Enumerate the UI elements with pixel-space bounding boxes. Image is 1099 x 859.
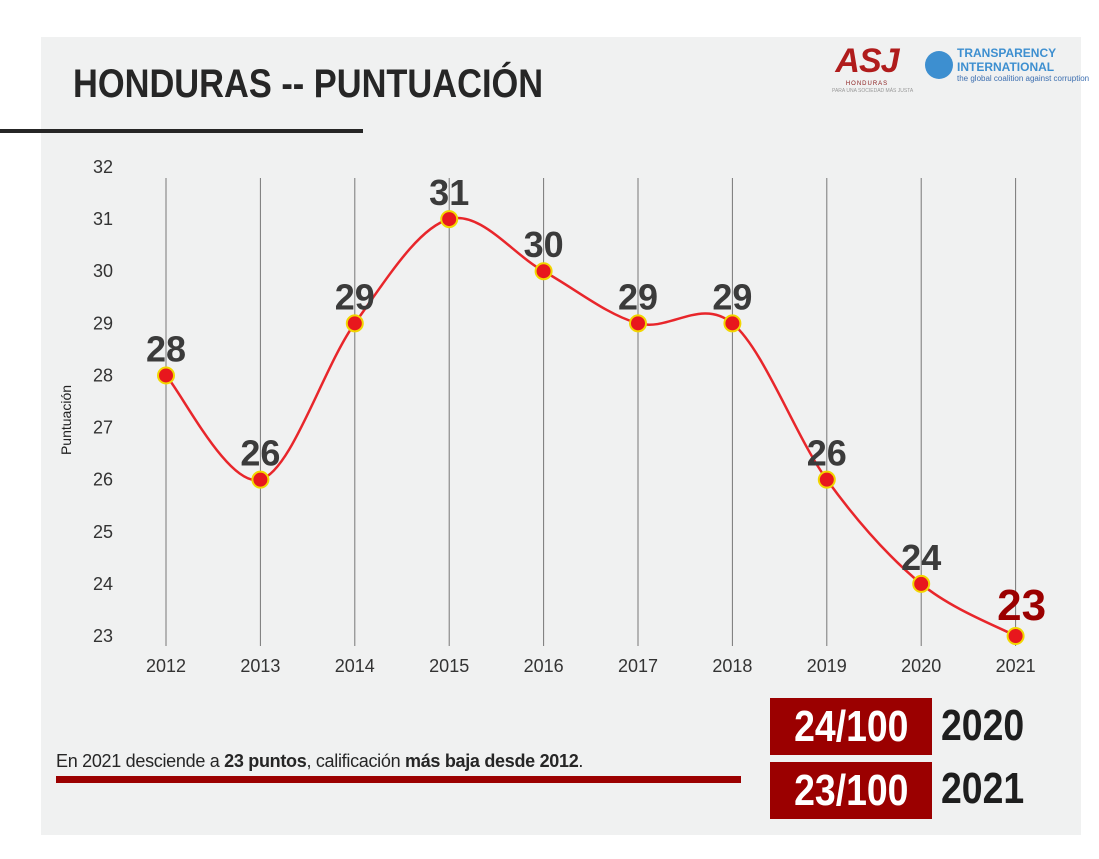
- y-axis-label: Puntuación: [58, 385, 74, 455]
- ti-line1: TRANSPARENCY: [957, 46, 1057, 60]
- data-point: [817, 470, 836, 489]
- data-label: 30: [524, 224, 564, 265]
- data-label: 26: [240, 433, 280, 474]
- asj-logo: ASJ HONDURAS PARA UNA SOCIEDAD MÁS JUSTA: [832, 42, 914, 95]
- series-line: [165, 216, 1017, 638]
- y-tick-label: 29: [93, 313, 113, 333]
- score-year-2021: 2021: [941, 764, 1025, 813]
- y-tick-label: 26: [93, 470, 113, 490]
- data-label: 29: [335, 276, 375, 317]
- score-2021: 23/100: [793, 765, 909, 815]
- caption-text-3: .: [578, 751, 584, 771]
- data-point: [534, 262, 553, 281]
- asj-logo-tagline: PARA UNA SOCIEDAD MÁS JUSTA: [832, 88, 914, 94]
- x-tick-label: 2015: [429, 656, 469, 676]
- score-year-2020: 2020: [941, 701, 1025, 750]
- caption-bold-2: más baja desde 2012: [405, 751, 579, 771]
- data-label: 28: [146, 328, 186, 369]
- page-title: HONDURAS -- PUNTUACIÓN: [73, 62, 544, 106]
- y-tick-label: 31: [93, 209, 113, 229]
- data-label: 24: [901, 537, 941, 578]
- caption-bold-1: 23 puntos: [224, 751, 307, 771]
- x-tick-label: 2021: [996, 656, 1036, 676]
- caption-text-1: En 2021 desciende a: [56, 751, 225, 771]
- data-label: 23: [997, 581, 1046, 630]
- title-underline: [0, 129, 363, 133]
- y-tick-label: 23: [93, 626, 113, 646]
- data-point: [912, 574, 931, 593]
- data-label: 26: [807, 433, 847, 474]
- x-tick-label: 2018: [712, 656, 752, 676]
- caption-underline: [56, 776, 741, 783]
- x-tick-label: 2017: [618, 656, 658, 676]
- data-point: [629, 314, 647, 333]
- data-point: [723, 314, 742, 333]
- ti-tagline: the global coalition against corruption: [957, 74, 1090, 83]
- data-label: 29: [712, 276, 752, 317]
- data-label: 29: [618, 276, 658, 317]
- y-tick-label: 32: [93, 157, 113, 177]
- x-tick-label: 2012: [146, 656, 186, 676]
- transparency-international-logo: TRANSPARENCY INTERNATIONAL the global co…: [925, 46, 1089, 84]
- asj-logo-word: ASJ: [835, 42, 899, 80]
- x-tick-label: 2020: [901, 656, 941, 676]
- score-box-2021: 23/100: [770, 762, 932, 819]
- x-tick-label: 2019: [807, 656, 847, 676]
- data-label: 31: [429, 172, 469, 213]
- caption: En 2021 desciende a 23 puntos, calificac…: [56, 750, 583, 772]
- caption-text-2: , calificación: [306, 751, 405, 771]
- y-tick-label: 25: [93, 522, 113, 542]
- score-box-2020: 24/100: [770, 698, 932, 755]
- score-2020: 24/100: [793, 701, 909, 751]
- x-tick-label: 2016: [524, 656, 564, 676]
- asj-logo-sub: HONDURAS: [845, 81, 889, 87]
- data-point: [440, 210, 459, 229]
- ti-line2: INTERNATIONAL: [957, 60, 1055, 74]
- data-point: [345, 314, 364, 333]
- data-point: [1006, 627, 1025, 645]
- y-tick-label: 27: [93, 418, 113, 438]
- x-tick-label: 2013: [240, 656, 280, 676]
- globe-icon: [925, 51, 953, 79]
- y-tick-label: 30: [93, 261, 113, 281]
- y-tick-label: 24: [93, 574, 113, 594]
- line-chart: 23 24 25 26 27 28 29 30 31 32 2012 2013 2014 2015 201…: [58, 157, 1046, 676]
- data-point: [157, 366, 175, 385]
- y-tick-label: 28: [93, 365, 113, 385]
- data-point: [251, 470, 270, 489]
- x-tick-label: 2014: [335, 656, 375, 676]
